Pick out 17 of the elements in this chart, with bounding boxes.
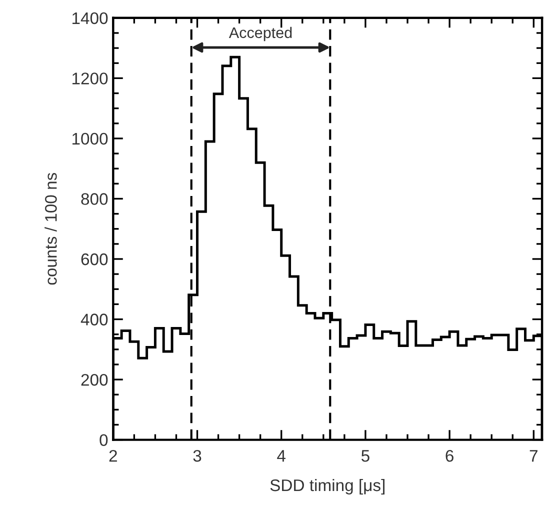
y-axis-title: counts / 100 ns [44,172,57,285]
y-tick-label: 1000 [72,132,108,145]
x-tick-label: 5 [361,450,370,462]
y-tick-label: 400 [80,314,108,326]
y-tick-label: 0 [100,434,108,446]
y-tick-label: 600 [81,253,108,266]
annotation: Accepted [228,26,292,42]
y-tick-label: 1200 [72,72,108,84]
x-tick-label: 3 [193,450,202,462]
y-tick-label: 200 [81,374,108,386]
x-tick-label: 2 [109,450,117,462]
y-tick-label: 1400 [72,12,108,24]
x-tick-label: 7 [530,450,538,462]
x-tick-label: 6 [446,450,454,462]
x-axis-title: SDD timing [μs] [270,478,384,494]
x-tick-label: 4 [277,450,286,462]
y-tick-label: 800 [81,193,108,205]
